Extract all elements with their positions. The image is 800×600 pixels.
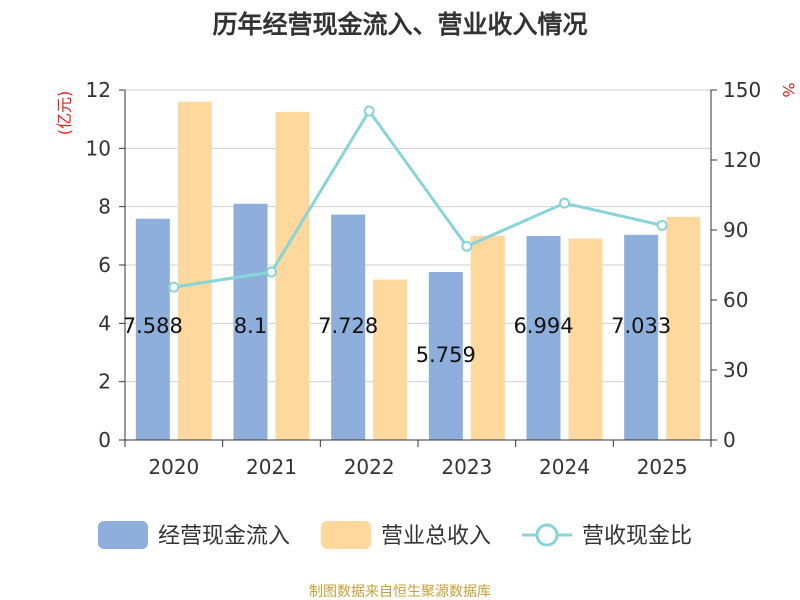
ratio-line-path [173, 108, 663, 289]
legend-marker-2 [535, 523, 559, 547]
bar-cash-inflow [428, 272, 463, 440]
bar-cash-inflow [526, 236, 561, 440]
y-left-axis-label: (亿元) [55, 91, 74, 136]
ratio-point [461, 240, 473, 252]
data-label: 7.588 [123, 314, 183, 338]
x-tick-label: 2025 [637, 455, 688, 479]
bar-revenue [470, 235, 505, 440]
y-left-tick-label: 6 [98, 253, 111, 277]
x-tick-label: 2021 [246, 455, 297, 479]
bar-revenue [666, 216, 701, 440]
bar-revenue [373, 279, 408, 440]
data-label: 5.759 [416, 343, 476, 367]
legend-label: 营业总收入 [381, 524, 491, 549]
gridlines [125, 89, 711, 383]
bars [135, 101, 701, 441]
y-left-tick-label: 0 [98, 428, 111, 452]
data-label: 7.728 [318, 314, 378, 338]
legend-label: 营收现金比 [582, 524, 692, 549]
ratio-point [656, 219, 668, 231]
legend-label: 经营现金流入 [158, 524, 290, 549]
y-left-tick-label: 12 [86, 78, 111, 102]
y-left-tick-label: 10 [86, 136, 111, 160]
data-label: 7.033 [611, 314, 671, 338]
ratio-line [168, 105, 668, 293]
ratio-point [559, 197, 570, 209]
legend-swatch-0 [98, 521, 148, 549]
x-tick-label: 2023 [441, 455, 492, 479]
source-note: 制图数据来自恒生聚源数据库 [309, 584, 491, 600]
y-right-tick-label: 90 [723, 218, 748, 242]
x-tick-label: 2020 [148, 455, 199, 479]
x-tick-label: 2022 [344, 455, 395, 479]
bar-revenue [568, 238, 603, 440]
bar-cash-inflow [135, 218, 170, 440]
data-labels: 7.588 8.1 7.728 5.759 6.994 7.033 [123, 314, 671, 367]
y-left-tick-label: 4 [98, 311, 111, 335]
data-label: 6.994 [513, 314, 573, 338]
y-right-axis-label: % [779, 82, 798, 97]
ratio-point [266, 266, 277, 278]
chart-title: 历年经营现金流入、营业收入情况 [212, 10, 587, 39]
legend-swatch-1 [321, 521, 371, 549]
y-right-tick-label: 0 [723, 428, 736, 452]
data-label: 8.1 [234, 314, 267, 338]
y-right-tick-label: 120 [723, 148, 761, 172]
bar-cash-inflow [233, 203, 268, 440]
y-right-tick-label: 60 [723, 288, 748, 312]
bar-cash-inflow [331, 214, 366, 440]
y-right-tick-label: 30 [723, 358, 748, 382]
y-left-tick-label: 8 [98, 195, 111, 219]
bar-revenue [177, 101, 212, 441]
y-right-tick-label: 150 [723, 78, 761, 102]
y-left-tick-label: 2 [98, 370, 111, 394]
ratio-point [363, 105, 375, 117]
x-tick-label: 2024 [539, 455, 590, 479]
legend: 经营现金流入 营业总收入 营收现金比 [98, 521, 692, 549]
ratio-point [168, 281, 180, 293]
bar-revenue [275, 111, 310, 440]
bar-cash-inflow [624, 234, 659, 440]
